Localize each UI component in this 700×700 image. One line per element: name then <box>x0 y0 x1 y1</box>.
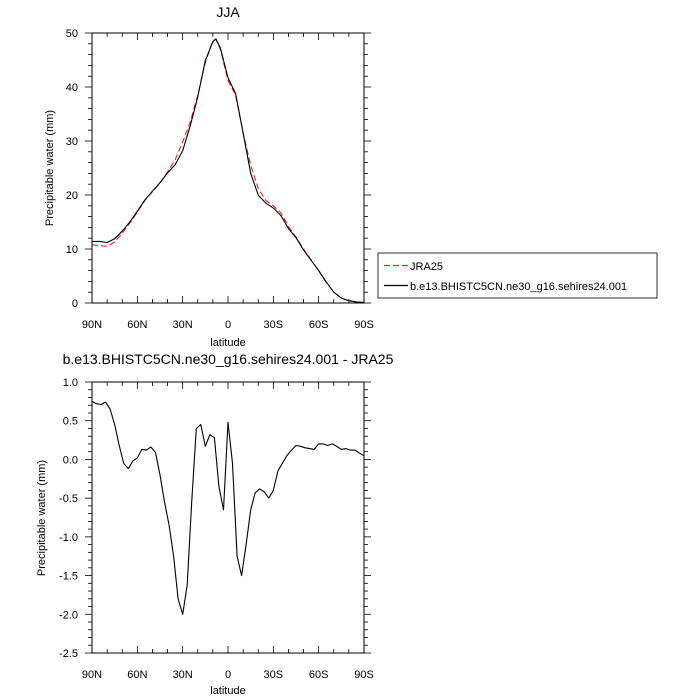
top-chart-xtick-label: 90N <box>82 319 102 331</box>
bottom-chart-ytick-label: -1.5 <box>59 571 78 583</box>
legend-label-model: b.e13.BHISTC5CN.ne30_g16.sehires24.001 <box>410 281 627 293</box>
bottom-chart-xtick-label: 60S <box>309 669 329 681</box>
top-chart-xtick-label: 30N <box>173 319 193 331</box>
top-chart-ytick-label: 20 <box>66 190 78 202</box>
top-chart-ytick-label: 50 <box>66 28 78 40</box>
bottom-chart-xtick-label: 90S <box>354 669 374 681</box>
bottom-chart-series-line-0 <box>91 400 365 615</box>
bottom-chart-xlabel: latitude <box>210 685 245 697</box>
top-chart-plot-frame <box>91 32 365 304</box>
top-chart-ytick-label: 40 <box>66 82 78 94</box>
bottom-chart-title: b.e13.BHISTC5CN.ne30_g16.sehires24.001 -… <box>63 351 394 367</box>
top-chart-ytick-label: 30 <box>66 136 78 148</box>
top-chart-xlabel: latitude <box>210 337 245 349</box>
bottom-chart-xtick-label: 30S <box>264 669 284 681</box>
bottom-chart-panel: b.e13.BHISTC5CN.ne30_g16.sehires24.001 -… <box>36 351 394 697</box>
legend-label-jra25: JRA25 <box>410 261 443 273</box>
bottom-chart-ytick-label: -2.0 <box>59 609 78 621</box>
top-chart-xtick-label: 60N <box>127 319 147 331</box>
bottom-chart-xtick-label: 60N <box>127 669 147 681</box>
bottom-chart-ytick-label: 0.0 <box>63 454 78 466</box>
top-chart-ylabel: Precipitable water (mm) <box>44 110 56 226</box>
bottom-chart-ytick-label: 1.0 <box>63 377 78 389</box>
bottom-chart-ylabel: Precipitable water (mm) <box>36 460 48 576</box>
top-chart-xtick-label: 60S <box>309 319 329 331</box>
bottom-chart-plot-frame <box>91 381 365 654</box>
bottom-chart-ytick-label: -1.0 <box>59 532 78 544</box>
top-chart-xtick-label: 90S <box>354 319 374 331</box>
top-chart-ytick-label: 0 <box>72 298 78 310</box>
legend: JRA25 b.e13.BHISTC5CN.ne30_g16.sehires24… <box>377 252 658 299</box>
bottom-chart-ytick-label: -0.5 <box>59 493 78 505</box>
top-chart-xtick-label: 30S <box>264 319 284 331</box>
legend-box <box>377 252 658 299</box>
top-chart-title: JJA <box>216 4 240 20</box>
bottom-chart-ytick-label: -2.5 <box>59 648 78 660</box>
top-chart-ytick-label: 10 <box>66 244 78 256</box>
bottom-chart-xtick-label: 30N <box>173 669 193 681</box>
top-chart-xtick-label: 0 <box>225 319 231 331</box>
bottom-chart-xtick-label: 0 <box>225 669 231 681</box>
top-chart-series-line-1 <box>92 38 365 304</box>
bottom-chart-ytick-label: 0.5 <box>63 416 78 428</box>
top-chart-panel: JJA Precipitable water (mm) latitude 90N… <box>44 4 374 349</box>
bottom-chart-xtick-label: 90N <box>82 669 102 681</box>
